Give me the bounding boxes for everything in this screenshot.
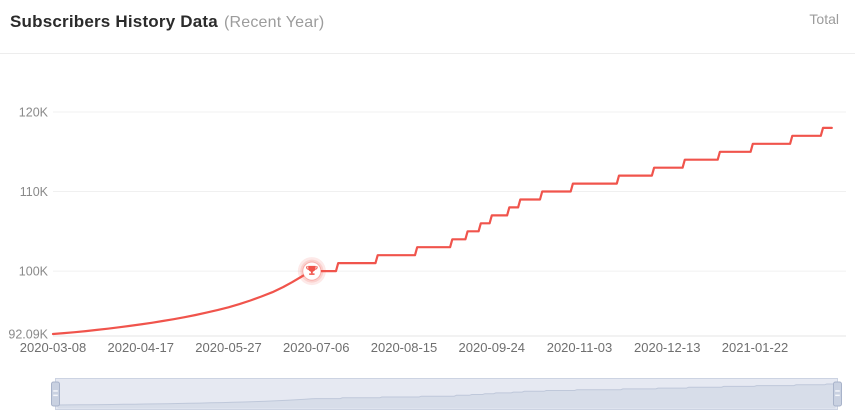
x-tick-label: 2020-07-06 (283, 340, 350, 355)
x-tick-label: 2020-11-03 (547, 340, 613, 355)
y-tick-label: 92.09K (8, 328, 48, 342)
subscribers-series-line (51, 126, 833, 336)
card-title: Subscribers History Data (10, 12, 218, 31)
milestone-marker[interactable] (297, 257, 326, 286)
handle-grip-line (53, 390, 58, 392)
y-axis-labels: 120K 110K 100K 92.09K (8, 105, 48, 341)
trophy-icon (306, 265, 318, 275)
legend-item-total[interactable]: Total (809, 11, 839, 27)
y-tick-label: 100K (19, 265, 49, 279)
x-tick-label: 2020-03-08 (20, 340, 87, 355)
y-tick-label: 110K (20, 185, 49, 199)
grid-lines (53, 111, 846, 272)
y-tick-label: 120K (19, 105, 49, 119)
x-tick-label: 2020-04-17 (108, 340, 175, 355)
zoom-handle-right[interactable] (833, 381, 842, 407)
handle-grip-line (53, 394, 58, 397)
zoom-slider-data-shadow-line (57, 383, 836, 406)
x-tick-label: 2020-08-15 (371, 340, 438, 355)
x-axis-labels: 2020-03-08 2020-04-17 2020-05-27 2020-07-06… (20, 340, 789, 355)
card-subtitle: (Recent Year) (223, 14, 325, 31)
handle-grip-line (835, 390, 840, 392)
zoom-handle-left[interactable] (51, 381, 60, 407)
x-tick-label: 2020-09-24 (459, 340, 526, 355)
date-range-zoom-slider[interactable] (51, 378, 842, 410)
x-tick-label: 2020-12-13 (634, 340, 701, 355)
x-tick-label: 2021-01-22 (722, 340, 789, 355)
card-header: Subscribers History Data (Recent Year) To… (0, 0, 855, 54)
x-tick-label: 2020-05-27 (195, 340, 262, 355)
handle-grip-line (835, 394, 840, 397)
